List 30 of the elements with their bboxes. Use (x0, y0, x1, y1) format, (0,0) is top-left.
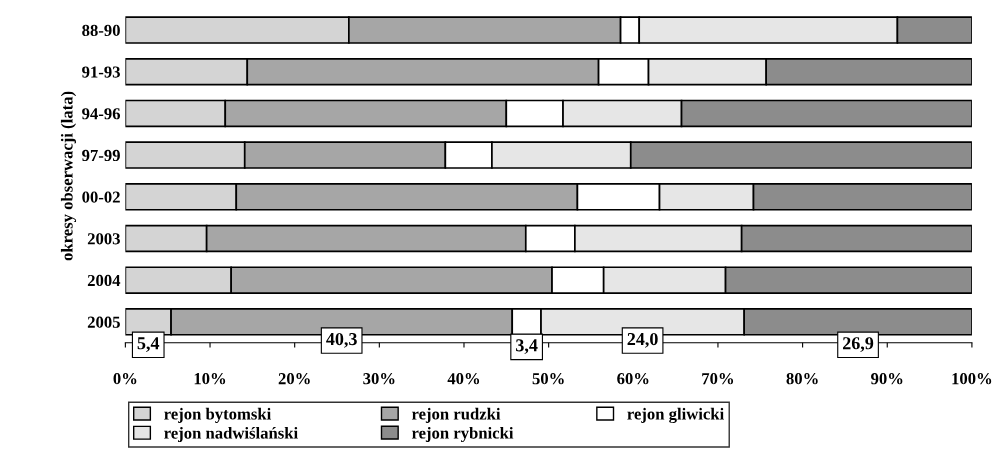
y-tick-label: 88-90 (82, 24, 120, 36)
y-tick-label: 97-99 (82, 149, 120, 162)
x-tick-label: 20% (278, 373, 310, 385)
legend-label: rejon gliwicki (627, 407, 724, 424)
x-tick-label: 50% (532, 373, 564, 385)
y-tick-label: 91-93 (82, 66, 120, 78)
y-tick-label: 2005 (87, 316, 120, 328)
data-label: 3,4 (516, 339, 538, 355)
data-label: 24,0 (627, 332, 658, 348)
legend-label: rejon bytomski (164, 407, 272, 424)
legend-label: rejon rudzki (411, 407, 501, 423)
legend-label: rejon nadwiślański (164, 426, 298, 443)
x-tick-label: 0% (113, 373, 137, 385)
x-tick-label: 70% (702, 373, 734, 385)
x-tick-label: 80% (786, 373, 818, 385)
x-tick-label: 10% (194, 373, 226, 385)
legend-label: rejon rybnicki (411, 426, 514, 443)
x-tick-label: 30% (363, 373, 395, 385)
x-tick-label: 90% (871, 373, 903, 385)
y-tick-label: 2004 (87, 274, 121, 287)
x-tick-label: 100% (952, 373, 992, 385)
data-label: 26,9 (843, 337, 874, 352)
data-label: 40,3 (326, 332, 357, 348)
y-tick-label: 2003 (87, 233, 120, 245)
data-label: 5,4 (137, 337, 160, 352)
y-axis-title: okresy obserwacji (lata) (60, 91, 77, 261)
y-tick-label: 00-02 (82, 191, 120, 203)
x-tick-label: 60% (617, 373, 649, 385)
y-tick-label: 94-96 (82, 108, 121, 120)
x-tick-label: 40% (447, 373, 480, 385)
